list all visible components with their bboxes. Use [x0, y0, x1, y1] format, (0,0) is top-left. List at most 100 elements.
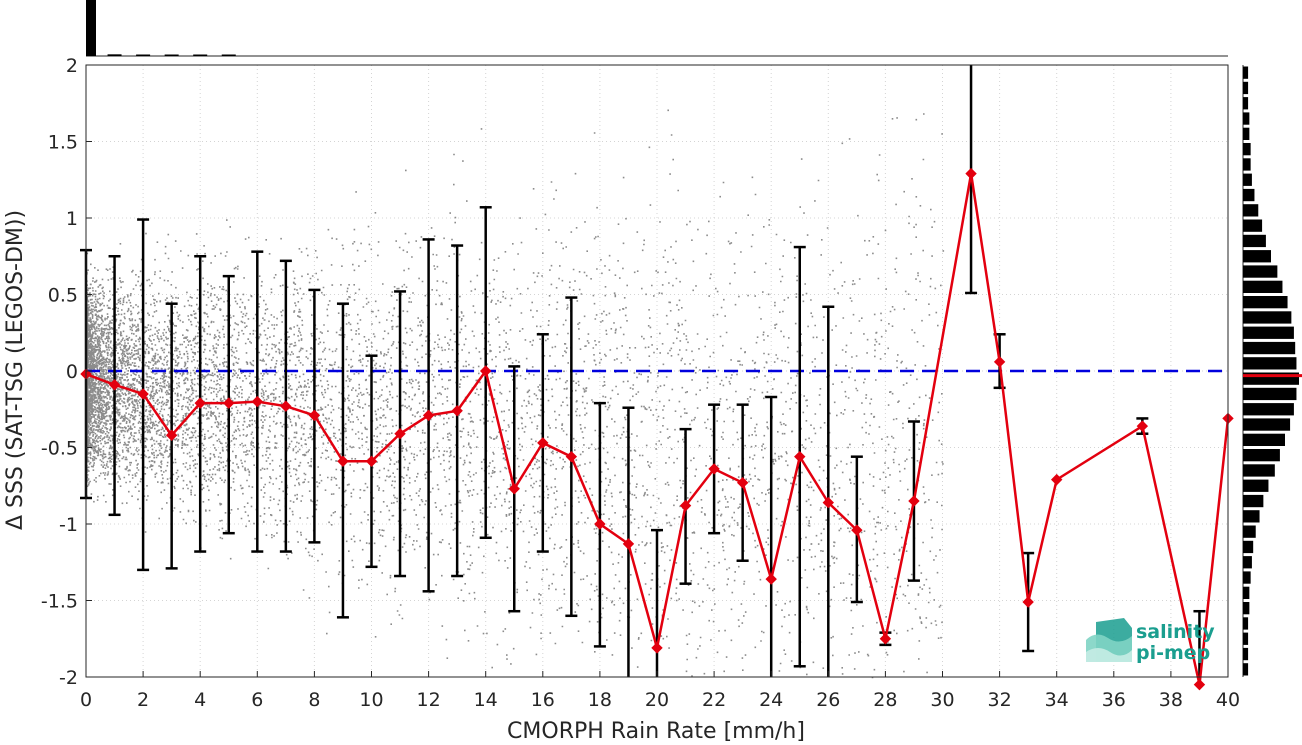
x-tick-label: 2 — [137, 689, 149, 711]
y-tick-label: -2 — [59, 667, 78, 689]
series-marker — [537, 437, 549, 449]
series-marker — [708, 463, 720, 475]
right-hist-bar — [1243, 143, 1251, 156]
series-marker — [422, 409, 435, 422]
right-hist-bar — [1243, 632, 1249, 645]
x-tick-label: 26 — [816, 689, 840, 711]
right-hist-bar — [1243, 449, 1280, 462]
x-tick-label: 8 — [308, 689, 320, 711]
right-hist-bar — [1243, 173, 1252, 186]
series-marker — [879, 633, 892, 645]
right-hist-bar — [1243, 510, 1260, 523]
right-hist-bar — [1243, 556, 1252, 569]
series-marker — [223, 397, 235, 409]
x-tick-label: 22 — [702, 689, 726, 711]
y-tick-label: -0.5 — [41, 438, 78, 460]
right-hist-bar — [1243, 525, 1256, 538]
y-tick-label: 0 — [66, 361, 78, 383]
right-hist-bar — [1243, 663, 1249, 676]
series-marker — [1193, 678, 1206, 691]
top-hist-bar — [136, 54, 151, 56]
series-marker — [108, 379, 121, 391]
right-hist-bar — [1243, 97, 1249, 110]
top-hist-bar — [164, 54, 179, 56]
x-axis-label: CMORPH Rain Rate [mm/h] — [507, 719, 805, 744]
right-hist-bar — [1243, 81, 1249, 95]
series-marker — [451, 405, 463, 417]
series-marker — [1022, 596, 1034, 608]
logo-text-line2: pi-mep — [1136, 642, 1210, 664]
x-tick-label: 28 — [873, 689, 897, 711]
series-marker — [1050, 473, 1063, 486]
series-marker — [365, 455, 378, 467]
right-hist-bar — [1243, 479, 1269, 492]
x-tick-label: 34 — [1045, 689, 1069, 711]
x-tick-label: 10 — [359, 689, 383, 711]
series-marker — [165, 429, 178, 441]
y-tick-label: 2 — [66, 55, 78, 77]
right-hist-bar — [1243, 204, 1259, 217]
right-hist-bar — [1243, 66, 1249, 79]
x-tick-label: 12 — [417, 689, 441, 711]
x-tick-label: 18 — [588, 689, 612, 711]
series-marker — [965, 167, 977, 180]
series-marker — [851, 524, 863, 536]
series-marker — [308, 409, 321, 422]
series-marker — [651, 642, 663, 654]
right-hist-bar — [1243, 617, 1249, 630]
right-hist-bar — [1243, 265, 1278, 278]
right-hist-bar — [1243, 586, 1250, 599]
y-tick-label: -1.5 — [41, 591, 78, 613]
right-hist-bar — [1243, 357, 1297, 370]
right-hist-bar — [1243, 280, 1283, 293]
x-tick-label: 16 — [531, 689, 555, 711]
series-marker — [679, 499, 692, 512]
right-hist-bar — [1243, 647, 1249, 661]
y-tick-label: 1.5 — [48, 132, 78, 154]
logo-wave-icon — [1086, 618, 1132, 662]
series-marker — [280, 400, 292, 412]
right-hist-bar — [1243, 494, 1264, 508]
x-tick-label: 24 — [759, 689, 783, 711]
x-tick-label: 38 — [1159, 689, 1183, 711]
top-marginal-histogram — [86, 0, 1228, 57]
right-hist-bar — [1243, 540, 1254, 554]
right-hist-bar — [1243, 326, 1294, 339]
x-tick-label: 0 — [80, 689, 92, 711]
y-tick-label: 0.5 — [48, 285, 78, 307]
right-hist-bar — [1243, 250, 1271, 263]
right-hist-bar — [1243, 464, 1275, 477]
right-hist-bar — [1243, 433, 1285, 446]
right-hist-bar — [1243, 602, 1250, 615]
right-hist-bar — [1243, 188, 1255, 202]
series-marker — [622, 538, 635, 550]
top-hist-bar — [107, 54, 122, 56]
x-axis-ticks: 0 2 4 6 8 10 12 14 16 18 20 22 24 26 28 30 32 34 36 38 40 — [80, 671, 1240, 711]
series-marker — [822, 496, 835, 509]
top-hist-bar — [86, 0, 96, 56]
right-hist-bar — [1243, 341, 1296, 355]
series-marker — [394, 428, 406, 440]
right-hist-bar — [1243, 296, 1288, 309]
x-tick-label: 36 — [1102, 689, 1126, 711]
x-tick-label: 14 — [474, 689, 498, 711]
series-marker — [251, 395, 264, 408]
right-hist-bar — [1243, 403, 1294, 416]
right-hist-bar — [1243, 158, 1251, 171]
x-tick-label: 4 — [194, 689, 206, 711]
series-marker — [479, 365, 492, 377]
salinity-pi-mep-logo: salinity pi-mep — [1086, 618, 1215, 664]
logo-text-line1: salinity — [1136, 621, 1215, 643]
right-hist-bar — [1243, 418, 1291, 431]
series-marker — [908, 495, 920, 507]
series-marker — [565, 450, 578, 463]
series-marker — [137, 388, 149, 400]
y-tick-label: -1 — [59, 514, 78, 536]
right-hist-bar — [1243, 219, 1263, 232]
right-hist-bar — [1243, 112, 1250, 125]
x-tick-label: 30 — [930, 689, 954, 711]
series-marker — [736, 476, 749, 489]
right-marginal-histogram — [1242, 65, 1302, 677]
mean-series — [80, 167, 1234, 691]
